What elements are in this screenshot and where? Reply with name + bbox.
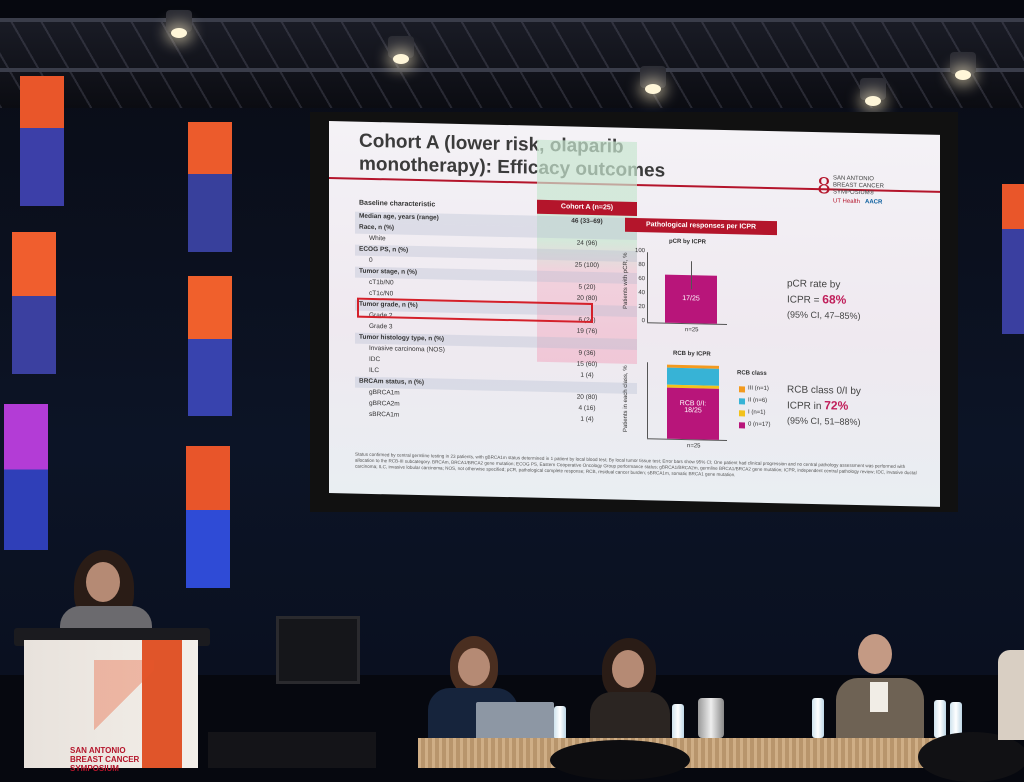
pcr-ylabel: Patients with pCR, % [623,252,629,309]
rcb-segment-0: RCB 0/I: 18/25 [667,387,719,440]
legend-label: III (n=1) [748,385,769,392]
slide-footnote: Status confirmed by central germline tes… [355,451,917,478]
stage-light [950,52,976,80]
responses-header: Pathological responses per ICPR [625,217,777,236]
legend-label: I (n=1) [748,409,766,416]
pcr-tick-label: 40 [638,290,645,297]
sabcs-logo: 8 SAN ANTONIO BREAST CANCER SYMPOSIUM® U… [817,174,884,206]
led-panel [4,404,48,550]
water-bottle [934,700,946,738]
water-bottle [554,706,566,740]
row-label: cT1b/N0 [369,278,394,287]
row-value: 1 (4) [580,415,594,424]
panelist-3 [836,634,924,740]
water-pitcher [698,698,724,738]
rcb-ylabel: Patients in each class, % [623,365,629,433]
row-label: Tumor stage, n (%) [359,267,418,276]
row-label: gBRCA1m [369,388,400,397]
rcb-y-axis [647,362,648,439]
legend-label: II (n=6) [748,397,768,404]
pcr-error-bar [691,261,692,290]
legend-swatch [739,398,745,405]
row-label: 0 [369,256,373,264]
stage-light [166,10,192,38]
led-panel [188,122,232,252]
row-label: IDC [369,355,381,364]
rcb-segment-ii [667,367,719,386]
rcb-summary: RCB class 0/I by ICPR in 72% (95% CI, 51… [787,384,861,428]
pcr-tick-label: 0 [641,318,645,325]
led-panel [186,446,230,588]
audience-head [550,740,690,780]
panelist-2 [590,638,670,740]
row-label: Race, n (%) [359,223,395,232]
rcb-n-label: n=25 [687,443,701,450]
pcr-y-axis [647,252,648,323]
water-bottle [672,704,684,740]
speaker-at-podium [56,548,156,640]
stage-light [860,78,886,106]
pcr-summary: pCR rate by ICPR = 68% (95% CI, 47–85%) [787,278,861,322]
led-panel [20,76,64,206]
rcb-chart-title: RCB by ICPR [673,350,711,358]
lighting-truss [0,18,1024,108]
row-label: BRCAm status, n (%) [359,377,425,387]
led-panel [188,276,232,416]
presentation-slide: Cohort A (lower risk, olaparib monothera… [329,121,940,507]
monitor [276,616,360,684]
stage-light [388,36,414,64]
panelist-4-partial [998,650,1024,740]
legend-label: 0 (n=17) [748,421,771,429]
water-bottle [812,698,824,738]
pcr-bar-label: 17/25 [682,295,700,303]
pcr-tick-label: 20 [638,304,645,311]
panel-table [418,738,1008,768]
legend-swatch [739,386,745,393]
side-table [208,732,376,768]
laptop [476,702,554,740]
table-header-cohort: Cohort A (n=25) [537,199,637,216]
row-label: ECOG PS, n (%) [359,245,409,254]
pcr-chart-title: pCR by ICPR [669,238,707,246]
legend-swatch [739,410,745,417]
pcr-n-label: n=25 [685,327,699,334]
row-label: White [369,234,386,243]
led-panel [1002,184,1024,334]
pcr-tick-label: 100 [634,247,645,255]
led-panel [12,232,56,374]
stage-light [640,66,666,94]
table-header-left: Baseline characteristic [359,199,436,209]
baseline-table: Baseline characteristic Cohort A (n=25) … [355,199,637,423]
podium [24,640,198,768]
pcr-tick-label: 60 [638,276,645,283]
row-label: Grade 3 [369,322,393,331]
rcb-legend-title: RCB class [737,370,767,377]
pcr-tick-label: 80 [638,262,645,269]
podium-logo-text: SAN ANTONIO BREAST CANCER SYMPOSIUM [70,746,140,773]
water-bottle [950,702,962,738]
row-label: ILC [369,366,380,375]
legend-swatch [739,422,745,429]
rcb-stacked-bar: RCB 0/I: 18/25 [667,364,719,440]
row-label: gBRCA2m [369,399,400,408]
row-label: sBRCA1m [369,410,400,419]
